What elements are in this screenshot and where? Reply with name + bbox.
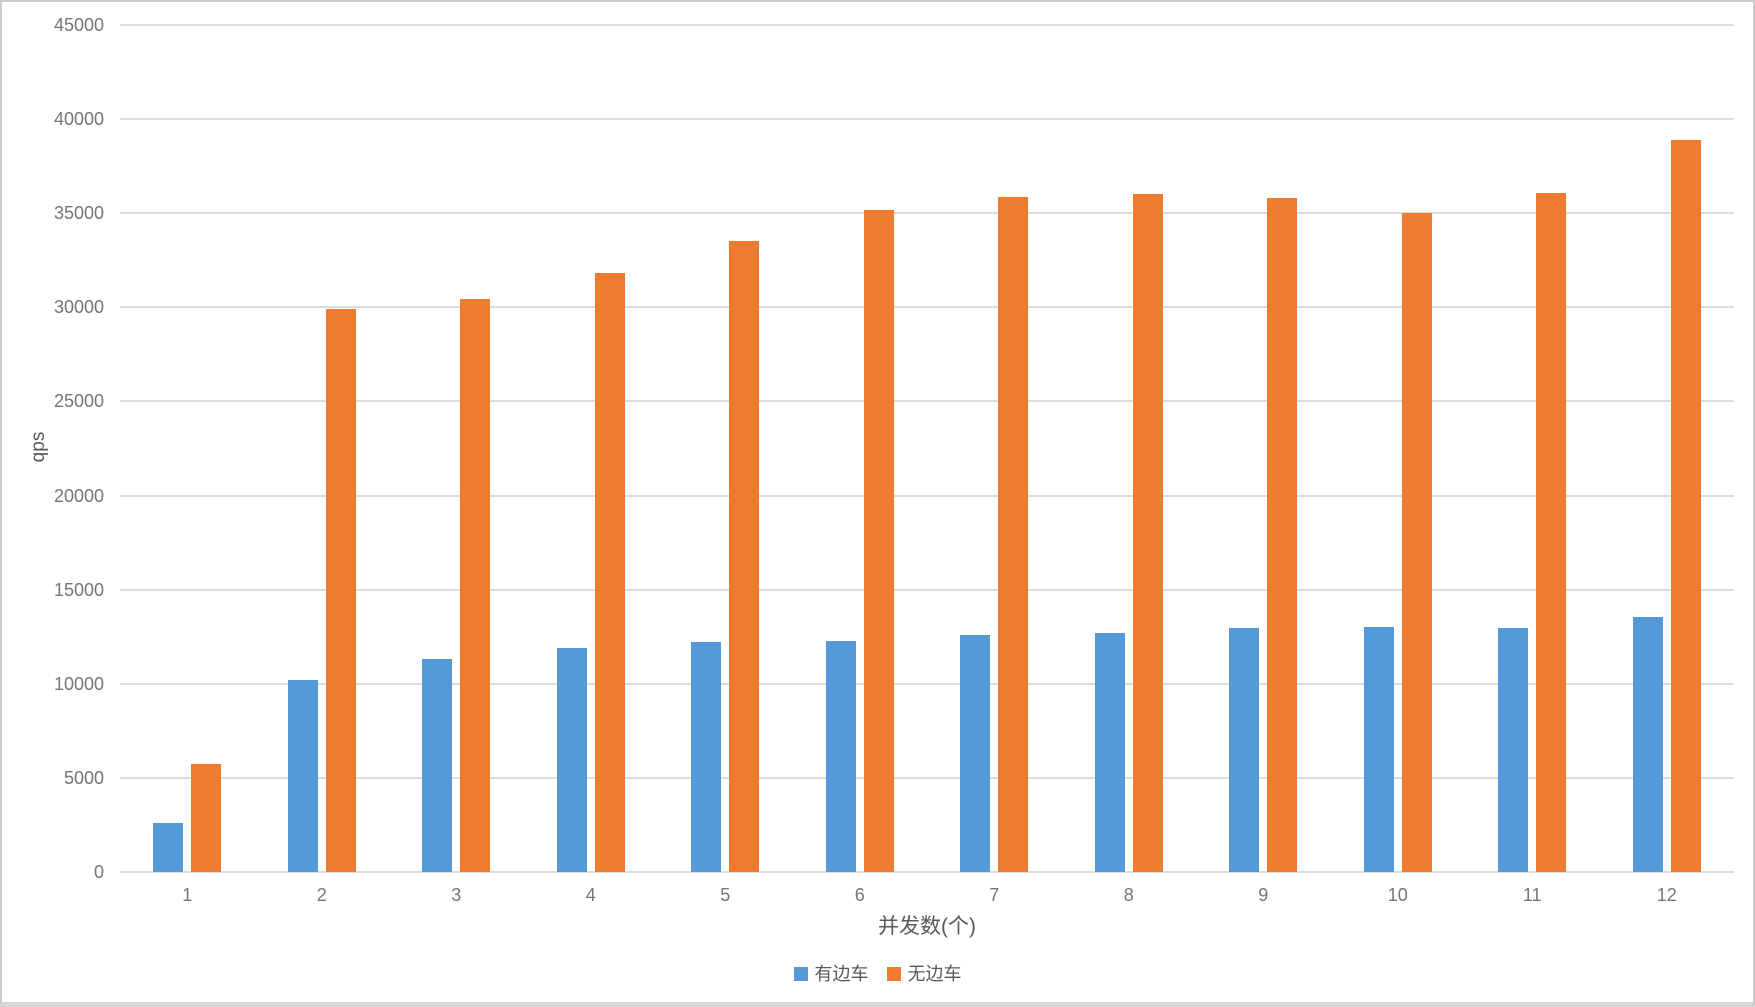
gridline-45000: [120, 24, 1734, 26]
bar-无边车-2: [325, 309, 356, 872]
legend-item-无边车: 无边车: [886, 964, 962, 984]
legend-label: 有边车: [814, 964, 869, 984]
gridline-10000: [120, 682, 1734, 685]
bar-group-9: [1196, 25, 1331, 872]
bar-无边车-11: [1536, 193, 1567, 872]
x-tick-label-6: 6: [854, 885, 865, 905]
bar-有边车-11: [1498, 628, 1529, 872]
bar-有边车-12: [1632, 616, 1663, 872]
x-tick-label-8: 8: [1123, 885, 1134, 905]
gridline-0: [120, 871, 1734, 873]
y-tick-label-25000: 25000: [53, 391, 104, 412]
y-tick-label-10000: 10000: [53, 673, 104, 694]
gridline-25000: [120, 400, 1734, 403]
legend-label: 无边车: [907, 964, 962, 984]
gridline-30000: [120, 306, 1734, 309]
bar-无边车-1: [191, 763, 222, 872]
x-tick-label-10: 10: [1387, 885, 1408, 905]
gridline-15000: [120, 588, 1734, 591]
plot-area: [120, 24, 1734, 873]
x-tick-label-12: 12: [1656, 885, 1677, 905]
y-tick-label-45000: 45000: [53, 15, 104, 35]
bar-group-8: [1062, 25, 1197, 872]
x-tick-label-2: 2: [316, 885, 327, 905]
bar-group-12: [1600, 25, 1735, 872]
x-tick-label-9: 9: [1258, 885, 1269, 905]
legend-swatch-icon: [793, 967, 808, 981]
bar-group-2: [255, 25, 390, 872]
bar-无边车-3: [460, 298, 491, 872]
bar-有边车-3: [422, 659, 453, 872]
bar-groups: [120, 25, 1734, 872]
bar-group-6: [793, 25, 928, 872]
bar-group-11: [1465, 25, 1600, 872]
legend-item-有边车: 有边车: [793, 964, 869, 984]
gridlines: [120, 24, 1734, 873]
bar-无边车-8: [1132, 194, 1163, 872]
legend: 有边车 无边车: [2, 964, 1753, 984]
y-tick-label-35000: 35000: [53, 203, 104, 224]
bar-group-7: [927, 25, 1062, 872]
x-tick-label-4: 4: [585, 885, 596, 905]
bar-有边车-7: [960, 634, 991, 872]
bar-无边车-4: [594, 273, 625, 872]
x-axis-tick-labels: 1 2 3 4 5 6 7 8 9 10 11 12: [120, 882, 1734, 908]
bar-无边车-10: [1401, 213, 1432, 872]
bar-无边车-9: [1267, 198, 1298, 872]
y-tick-label-30000: 30000: [53, 297, 104, 318]
y-tick-label-0: 0: [93, 862, 104, 882]
y-axis-tick-labels: 0 5000 10000 15000 20000 25000 30000 35000 40000…: [2, 16, 104, 881]
bar-无边车-6: [863, 210, 894, 872]
gridline-5000: [120, 776, 1734, 779]
bar-无边车-5: [729, 240, 760, 872]
x-tick-label-5: 5: [720, 885, 731, 905]
bar-有边车-1: [153, 823, 184, 872]
bar-无边车-12: [1670, 139, 1701, 872]
x-axis-title: 并发数(个): [878, 915, 976, 938]
x-tick-label-3: 3: [451, 885, 462, 905]
gridline-40000: [120, 118, 1734, 121]
bar-group-3: [389, 25, 524, 872]
bar-有边车-5: [691, 642, 722, 872]
bar-有边车-10: [1363, 627, 1394, 872]
bar-有边车-4: [556, 648, 587, 872]
bar-group-10: [1331, 25, 1466, 872]
bar-有边车-9: [1229, 628, 1260, 872]
bar-有边车-8: [1094, 632, 1125, 872]
bar-有边车-2: [287, 680, 318, 872]
x-tick-label-7: 7: [989, 885, 1000, 905]
x-tick-label-1: 1: [182, 885, 193, 905]
gridline-35000: [120, 212, 1734, 215]
y-tick-label-20000: 20000: [53, 485, 104, 506]
bar-group-4: [524, 25, 659, 872]
y-tick-label-15000: 15000: [53, 579, 104, 600]
bar-无边车-7: [998, 197, 1029, 872]
bar-group-5: [658, 25, 793, 872]
gridline-20000: [120, 494, 1734, 497]
y-tick-label-40000: 40000: [53, 109, 104, 130]
legend-swatch-icon: [886, 967, 901, 981]
y-tick-label-5000: 5000: [63, 767, 104, 788]
bar-有边车-6: [825, 640, 856, 872]
bar-group-1: [120, 25, 255, 872]
x-tick-label-11: 11: [1522, 885, 1542, 905]
